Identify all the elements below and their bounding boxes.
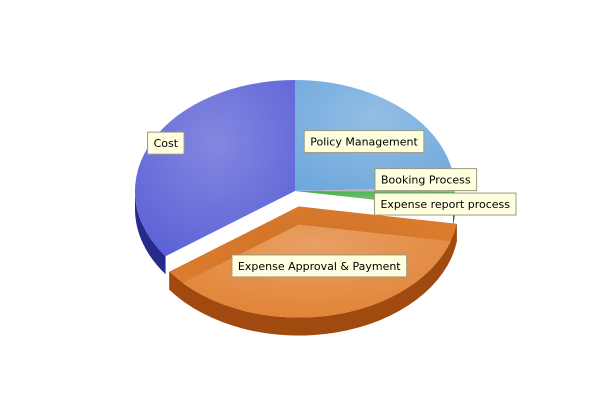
slice-label-text: Expense Approval & Payment	[238, 260, 401, 273]
pie-slice-side-cost	[135, 191, 166, 275]
slice-label-text: Expense report process	[380, 198, 510, 211]
slice-label-expense-report-process: Expense report process	[373, 192, 517, 216]
slice-label-expense-approval-and-payment: Expense Approval & Payment	[231, 254, 408, 278]
slice-label-text: Booking Process	[381, 174, 471, 187]
slice-label-booking-process: Booking Process	[374, 168, 478, 192]
slice-label-policy-management: Policy Management	[303, 130, 425, 154]
slice-label-box	[303, 130, 425, 154]
slice-label-box	[374, 168, 478, 192]
slice-label-text: Policy Management	[310, 136, 418, 149]
slice-label-box	[147, 131, 185, 155]
pie-slice-side-expense-approval-and-payment	[169, 223, 457, 336]
slice-label-cost: Cost	[147, 131, 185, 155]
pie-label-layer: Booking Process Policy Management Expense …	[147, 130, 517, 278]
slice-label-box	[373, 192, 517, 216]
slice-label-text: Cost	[154, 137, 179, 150]
slice-label-box	[231, 254, 408, 278]
pie-slice-cost[interactable]	[135, 80, 295, 257]
